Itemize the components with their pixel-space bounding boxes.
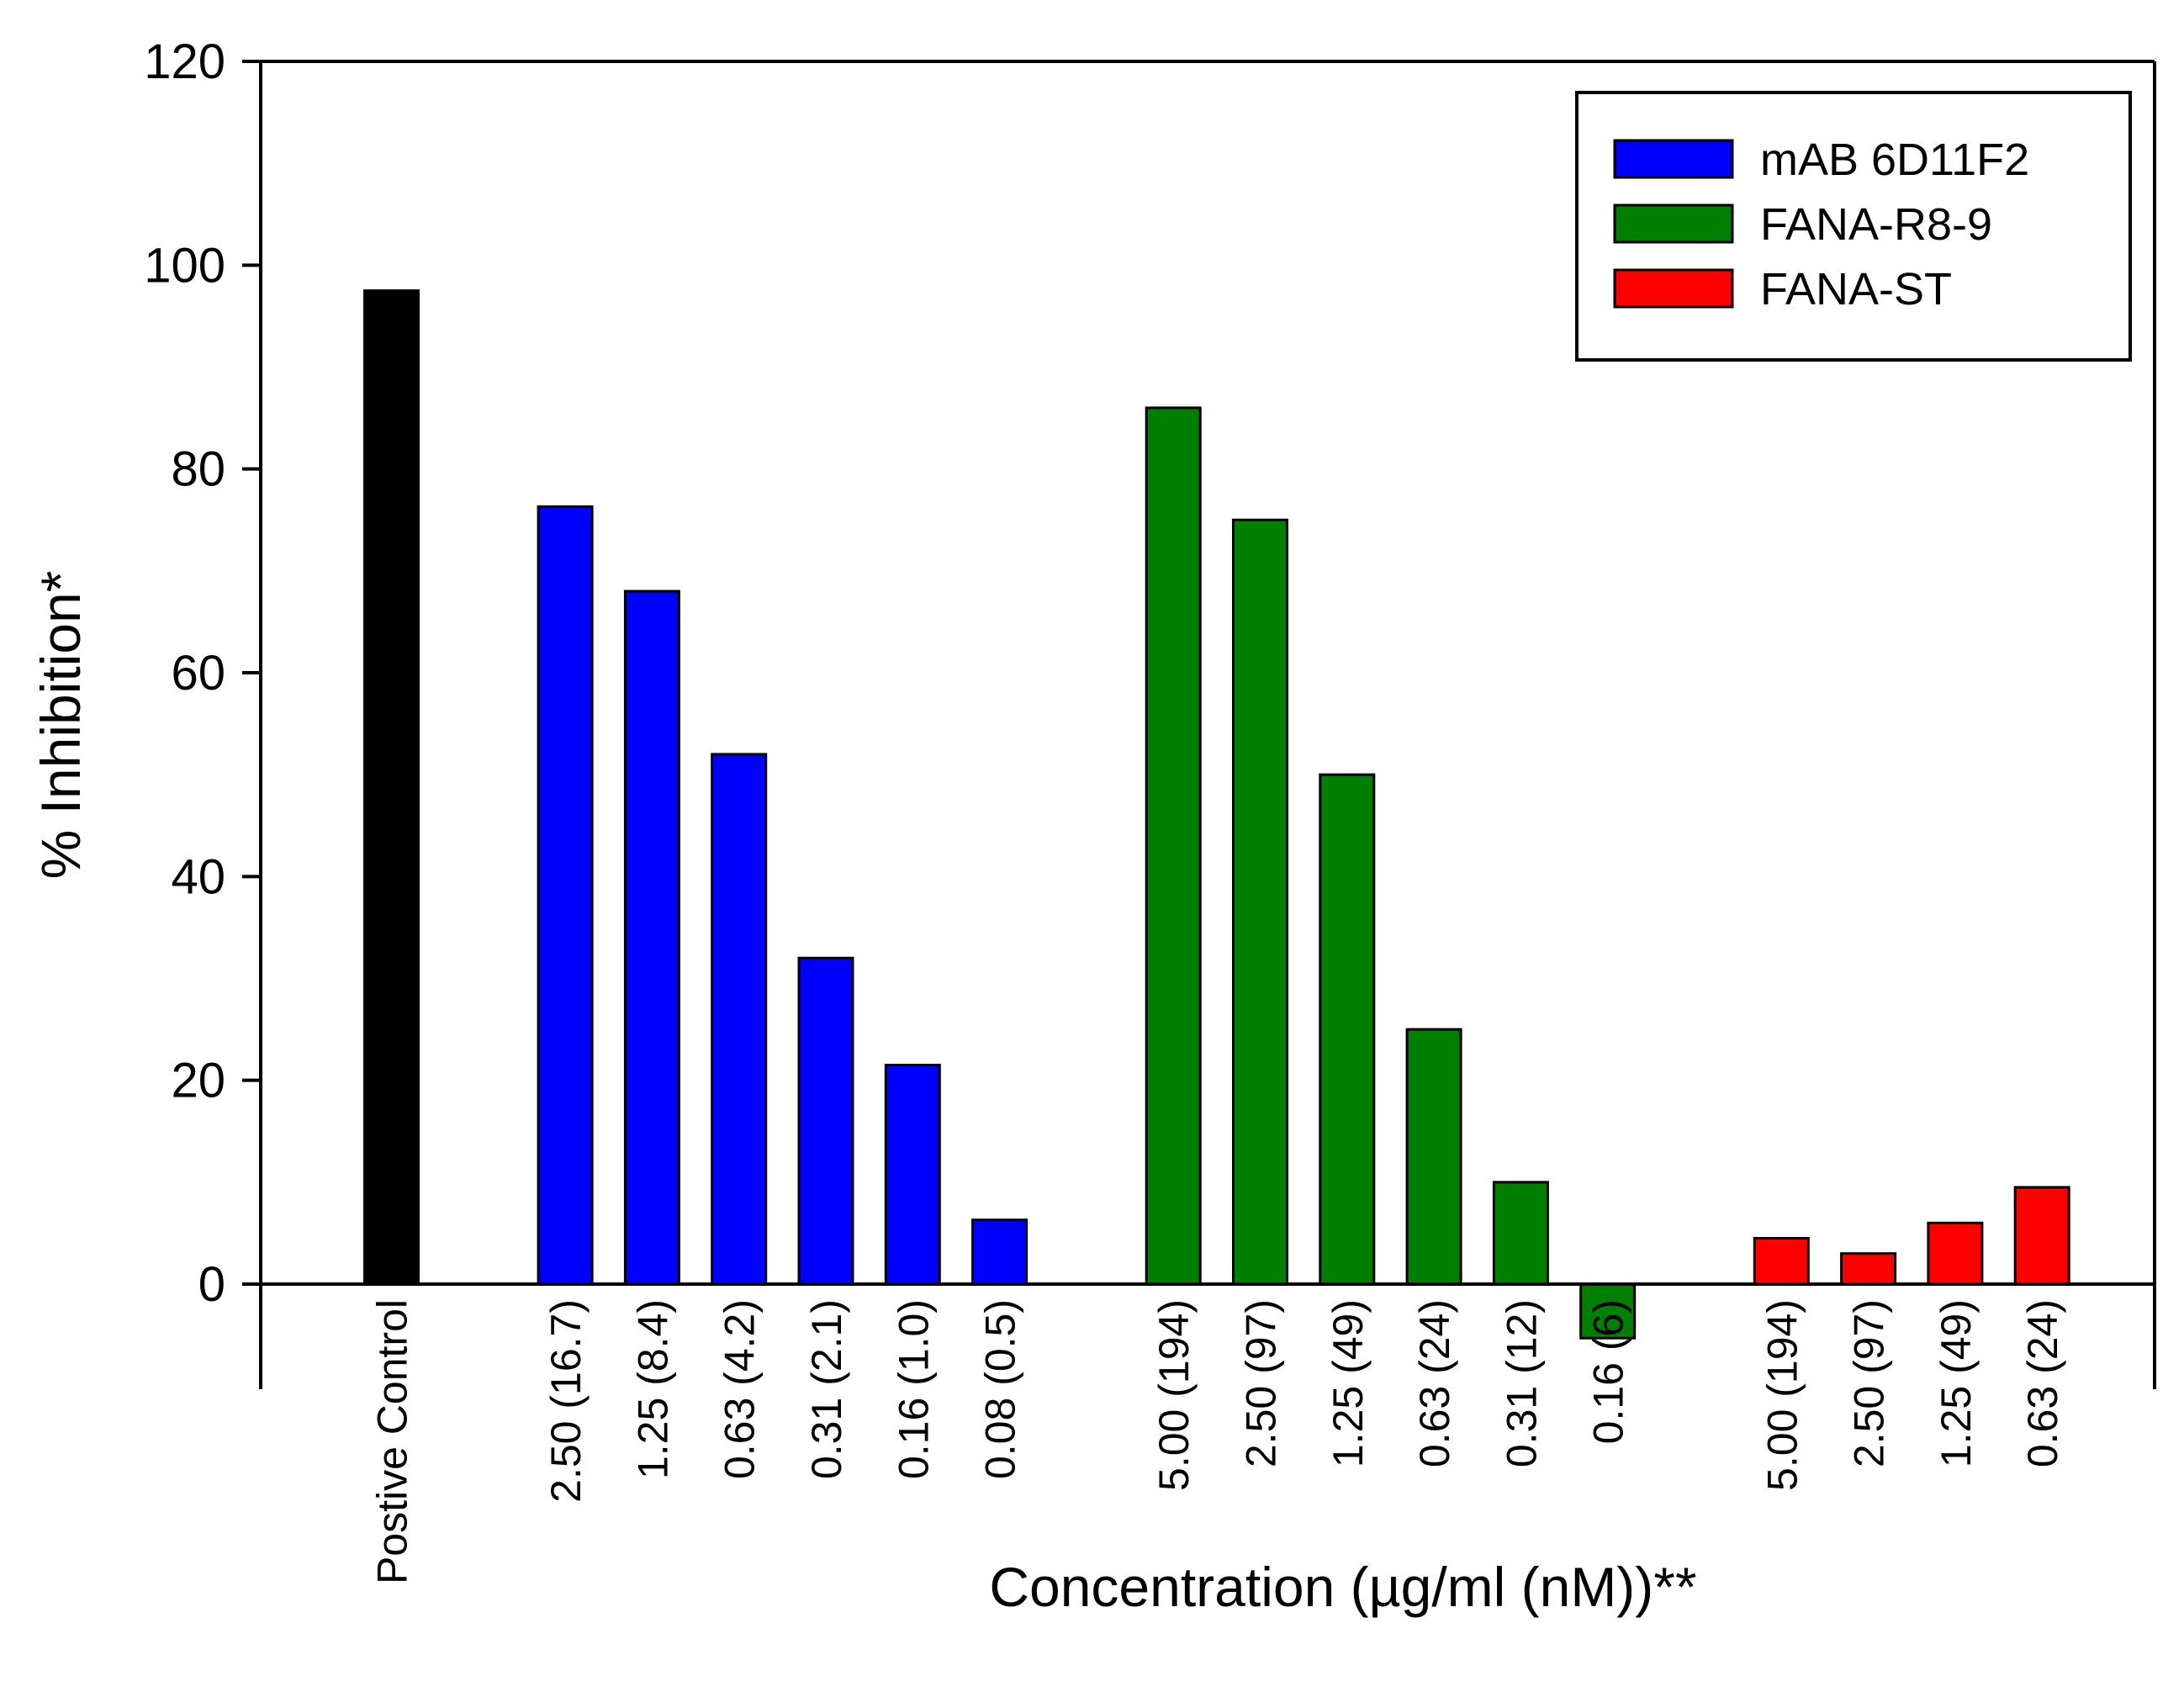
category-label: 0.63 (24) bbox=[2019, 1299, 2066, 1467]
y-tick-label: 40 bbox=[171, 849, 225, 904]
category-label: 2.50 (97) bbox=[1846, 1299, 1893, 1467]
bar bbox=[711, 753, 768, 1286]
category-label: 1.25 (8.4) bbox=[629, 1299, 676, 1479]
category-label: 5.00 (194) bbox=[1758, 1299, 1806, 1491]
category-label: 0.63 (24) bbox=[1411, 1299, 1458, 1467]
y-tick-label: 60 bbox=[171, 646, 225, 700]
x-axis-title: Concentration (µg/ml (nM))** bbox=[989, 1556, 1696, 1618]
legend-label: FANA-R8-9 bbox=[1760, 199, 1992, 250]
bar bbox=[1492, 1181, 1549, 1286]
y-ticks: 0 20 40 60 80 100 120 bbox=[144, 34, 261, 1312]
legend-swatch bbox=[1613, 268, 1734, 309]
bar bbox=[623, 589, 680, 1286]
plot-frame bbox=[259, 60, 2156, 1389]
y-tick-label: 120 bbox=[144, 34, 225, 89]
category-label: 0.16 (1.0) bbox=[890, 1299, 937, 1479]
legend: mAB 6D11F2 FANA-R8-9 FANA-ST bbox=[1575, 91, 2132, 362]
category-label: 0.16 (6) bbox=[1585, 1299, 1632, 1444]
category-label: 0.08 (0.5) bbox=[977, 1299, 1024, 1479]
bar bbox=[797, 956, 854, 1286]
bar bbox=[1145, 406, 1202, 1286]
y-tick-label: 80 bbox=[171, 442, 225, 497]
bar bbox=[1319, 773, 1376, 1286]
bars bbox=[363, 289, 2070, 1340]
category-label: 0.63 (4.2) bbox=[717, 1299, 764, 1479]
legend-swatch bbox=[1613, 204, 1734, 244]
bar bbox=[971, 1219, 1029, 1286]
category-label: 2.50 (97) bbox=[1238, 1299, 1285, 1467]
bar bbox=[1840, 1252, 1897, 1286]
y-tick-label: 0 bbox=[198, 1257, 225, 1312]
bar bbox=[1927, 1221, 1984, 1286]
legend-swatch bbox=[1613, 139, 1734, 179]
bar bbox=[363, 289, 420, 1286]
y-axis-title: % Inhibition* bbox=[29, 571, 92, 880]
y-tick-label: 100 bbox=[144, 238, 225, 293]
category-label: 1.25 (49) bbox=[1325, 1299, 1372, 1467]
category-label: 5.00 (194) bbox=[1150, 1299, 1198, 1491]
category-labels: Postive Control 2.50 (16.7) 1.25 (8.4) 0.63… bbox=[369, 1299, 2067, 1584]
bar bbox=[537, 505, 594, 1286]
category-label: 1.25 (49) bbox=[1933, 1299, 1980, 1467]
category-label: 0.31 (12) bbox=[1498, 1299, 1545, 1467]
bar bbox=[1232, 518, 1288, 1286]
legend-label: FANA-ST bbox=[1760, 264, 1952, 315]
y-tick-label: 20 bbox=[171, 1054, 225, 1108]
bar bbox=[1753, 1236, 1810, 1286]
category-label: 0.31 (2.1) bbox=[803, 1299, 850, 1479]
legend-label: mAB 6D11F2 bbox=[1760, 135, 2029, 185]
bar bbox=[1405, 1028, 1462, 1286]
category-label: 2.50 (16.7) bbox=[542, 1299, 590, 1503]
bar bbox=[884, 1063, 941, 1286]
category-label: Postive Control bbox=[369, 1299, 416, 1584]
bar bbox=[2013, 1186, 2070, 1286]
